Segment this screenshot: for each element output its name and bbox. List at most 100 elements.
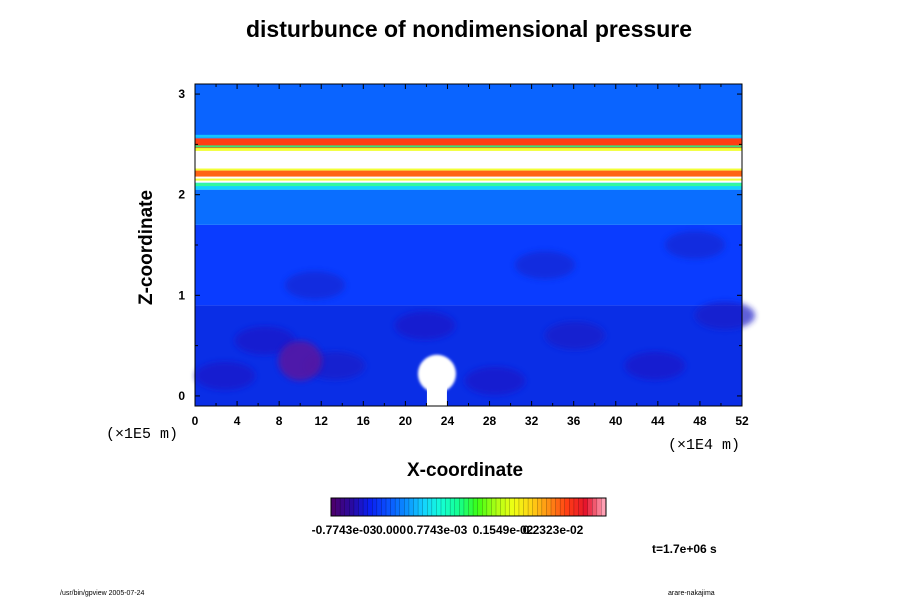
colorbar-cell [560, 498, 566, 516]
colorbar-cell [573, 498, 579, 516]
colorbar-cell [367, 498, 373, 516]
colorbar-cell [587, 498, 593, 516]
colorbar-cell [541, 498, 547, 516]
field-glow-4 [195, 145, 742, 148]
colorbar-cell [528, 498, 534, 516]
y-tick-label: 2 [178, 188, 185, 202]
chart-title: disturbunce of nondimensional pressure [245, 16, 692, 42]
y-tick-label: 0 [178, 389, 185, 403]
colorbar-cell [546, 498, 552, 516]
y-axis-label: Z-coordinate [136, 189, 157, 305]
colorbar-cell [454, 498, 460, 516]
colorbar-cell [335, 498, 341, 516]
colorbar-cell [408, 498, 414, 516]
colorbar-cell [395, 498, 401, 516]
field-blob-7 [695, 301, 755, 330]
colorbar-cell [473, 498, 479, 516]
field-blob-9 [515, 251, 575, 280]
colorbar-cell [427, 498, 433, 516]
colorbar-tick-label: 0.2323e-02 [523, 523, 584, 537]
colorbar-cell [477, 498, 483, 516]
x-tick-label: 8 [276, 414, 283, 428]
colorbar-cell [418, 498, 424, 516]
colorbar-cell [505, 498, 511, 516]
colorbar-cell [331, 498, 337, 516]
colorbar-cell [532, 498, 538, 516]
colorbar-cell [463, 498, 469, 516]
field-blob-4 [465, 366, 525, 395]
field-glow-0 [195, 183, 742, 187]
colorbar-frame [330, 497, 607, 517]
colorbar-cell [551, 498, 557, 516]
colorbar-cell [500, 498, 506, 516]
colorbar-cell [569, 498, 575, 516]
colorbar-cell [390, 498, 396, 516]
field-glow-1 [195, 178, 742, 181]
field-blob-5 [545, 321, 605, 350]
field-glow-3 [195, 147, 742, 151]
field-blob-8 [285, 271, 345, 300]
colorbar-tick-label: 0.000 [376, 523, 406, 537]
x-tick-label: 52 [735, 414, 749, 428]
field-band-6 [195, 148, 742, 171]
colorbar-cell [491, 498, 497, 516]
colorbar-cell [363, 498, 369, 516]
colorbar-cell [518, 498, 524, 516]
footer-right: arare-nakajima [668, 590, 715, 597]
colorbar-cell [376, 498, 382, 516]
x-tick-label: 28 [483, 414, 497, 428]
x-axis-label: X-coordinate [407, 460, 524, 481]
field-glow-5 [195, 134, 742, 138]
colorbar-cell [441, 498, 447, 516]
colorbar-cell [555, 498, 561, 516]
field-blob-0 [195, 361, 255, 390]
y-tick-label: 3 [178, 87, 185, 101]
colorbar-cell [482, 498, 488, 516]
field-band-8 [195, 84, 742, 139]
colorbar-cell [399, 498, 405, 516]
x-tick-label: 16 [357, 414, 371, 428]
field-blob-3 [395, 311, 455, 340]
colorbar-cell [358, 498, 364, 516]
colorbar-cell [413, 498, 419, 516]
x-tick-label: 48 [693, 414, 707, 428]
colorbar-cell [578, 498, 584, 516]
colorbar-tick-label: -0.7743e-03 [312, 523, 377, 537]
field-band-1 [195, 224, 742, 306]
colorbar-cell [537, 498, 543, 516]
colorbar-cell [372, 498, 378, 516]
purple-patch [278, 340, 323, 381]
field-band-7 [195, 138, 742, 149]
colorbar-cell [468, 498, 474, 516]
field-blob-1 [235, 326, 295, 355]
colorbar-cell [445, 498, 451, 516]
colorbar-cell [381, 498, 387, 516]
colorbar-cell [404, 498, 410, 516]
white-plume-head [417, 354, 456, 393]
colorbar-cell [496, 498, 502, 516]
colorbar-cell [340, 498, 346, 516]
field-blob-10 [665, 231, 725, 259]
colorbar-cell [459, 498, 465, 516]
colorbar-cell [450, 498, 456, 516]
x-axis-unit: (×1E4 m) [668, 437, 741, 454]
colorbar-cell [436, 498, 442, 516]
colorbar-cell [349, 498, 355, 516]
colorbar-cell [344, 498, 350, 516]
footer-left: /usr/bin/gpview 2005-07-24 [60, 590, 145, 597]
x-tick-label: 4 [234, 414, 241, 428]
x-tick-label: 36 [567, 414, 581, 428]
x-tick-label: 44 [651, 414, 665, 428]
colorbar-cell [592, 498, 598, 516]
colorbar-tick-label: 0.1549e-02 [473, 523, 534, 537]
colorbar-cell [431, 498, 437, 516]
colorbar-cell [596, 498, 602, 516]
x-tick-label: 24 [441, 414, 455, 428]
colorbar-cell [601, 498, 607, 516]
x-tick-label: 40 [609, 414, 623, 428]
colorbar-cell [564, 498, 570, 516]
x-tick-label: 32 [525, 414, 539, 428]
time-label: t=1.7e+06 s [652, 542, 717, 556]
